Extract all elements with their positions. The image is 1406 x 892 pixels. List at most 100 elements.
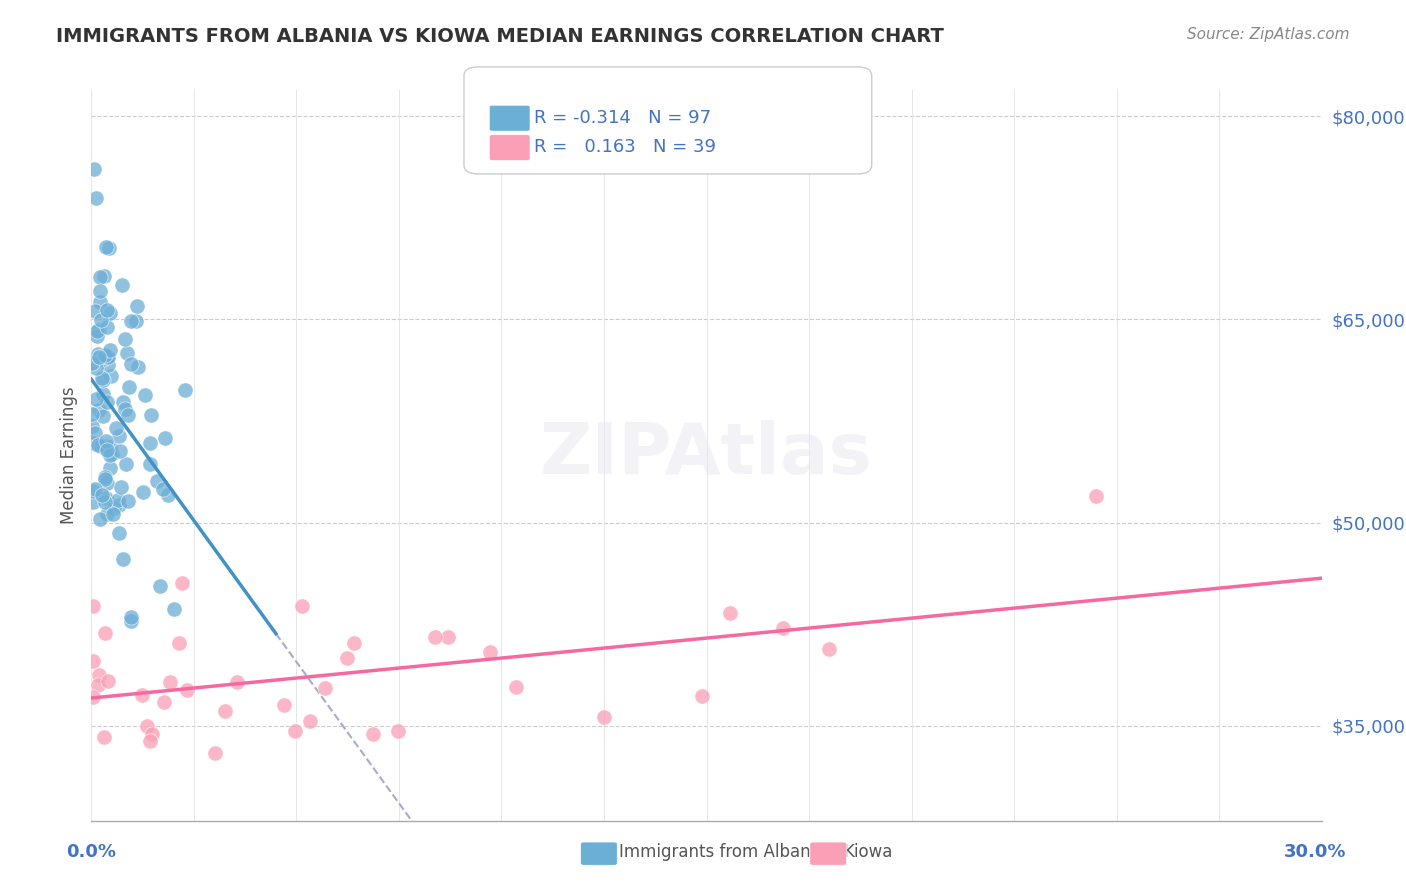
Point [387, 723, 409, 738]
Text: R = -0.314   N = 97: R = -0.314 N = 97 [534, 109, 711, 127]
Point [172, 576, 194, 591]
Point [153, 695, 176, 709]
Point [91, 371, 114, 385]
Point [117, 345, 139, 359]
Point [87, 678, 110, 692]
Point [163, 602, 186, 616]
Point [93, 730, 115, 744]
Point [120, 615, 142, 629]
Point [97, 350, 120, 364]
Point [93, 268, 115, 283]
Point [299, 714, 322, 729]
Point [114, 402, 136, 417]
Point [82, 484, 104, 499]
Point [82, 436, 104, 450]
Point [87, 347, 110, 361]
Point [94, 439, 117, 453]
Point [226, 675, 249, 690]
Point [176, 683, 198, 698]
Point [96, 350, 118, 364]
Point [89, 350, 111, 364]
Point [94, 434, 117, 449]
Point [291, 599, 314, 614]
Point [100, 441, 122, 455]
Point [136, 718, 159, 732]
Point [84, 190, 107, 204]
Point [96, 442, 118, 457]
Point [84, 360, 107, 375]
Point [117, 409, 139, 423]
Point [97, 241, 120, 255]
Text: Source: ZipAtlas.com: Source: ZipAtlas.com [1187, 27, 1350, 42]
Point [82, 356, 104, 370]
Point [437, 631, 460, 645]
Point [141, 727, 163, 741]
Point [273, 698, 295, 712]
Point [86, 324, 108, 338]
Point [361, 727, 384, 741]
Point [98, 448, 121, 462]
Point [1085, 489, 1108, 503]
Point [94, 626, 117, 640]
Point [89, 284, 111, 298]
Point [84, 304, 107, 318]
Point [96, 673, 118, 688]
Point [86, 329, 108, 343]
Point [114, 333, 136, 347]
Point [314, 681, 336, 695]
Y-axis label: Median Earnings: Median Earnings [59, 386, 77, 524]
Point [125, 314, 148, 328]
Text: 30.0%: 30.0% [1284, 843, 1346, 861]
Point [94, 469, 117, 483]
Point [174, 383, 197, 397]
Point [120, 314, 142, 328]
Point [105, 421, 128, 435]
Point [100, 368, 122, 383]
Point [87, 668, 110, 682]
Point [96, 240, 118, 254]
Point [111, 395, 134, 409]
Point [98, 343, 121, 358]
Point [90, 439, 112, 453]
Point [96, 475, 118, 490]
Point [690, 689, 713, 703]
Point [114, 457, 136, 471]
Point [138, 734, 160, 748]
Point [108, 443, 131, 458]
Point [423, 630, 446, 644]
Point [93, 495, 115, 509]
Point [96, 507, 118, 521]
Point [146, 474, 169, 488]
Point [111, 277, 134, 292]
Point [97, 358, 120, 372]
Point [479, 645, 502, 659]
Point [103, 508, 125, 522]
Point [107, 492, 129, 507]
Point [284, 724, 307, 739]
Point [153, 431, 176, 445]
Point [167, 636, 190, 650]
Point [101, 447, 124, 461]
Point [505, 680, 527, 694]
Point [592, 710, 614, 724]
Point [84, 425, 107, 440]
Text: ZIPAtlas: ZIPAtlas [540, 420, 873, 490]
Point [103, 501, 125, 516]
Point [89, 269, 111, 284]
Text: IMMIGRANTS FROM ALBANIA VS KIOWA MEDIAN EARNINGS CORRELATION CHART: IMMIGRANTS FROM ALBANIA VS KIOWA MEDIAN … [56, 27, 943, 45]
Text: R =   0.163   N = 39: R = 0.163 N = 39 [534, 138, 716, 156]
Point [82, 690, 104, 704]
Point [98, 306, 121, 320]
Text: Kiowa: Kiowa [844, 843, 893, 861]
Point [82, 495, 104, 509]
Point [139, 408, 162, 422]
Point [110, 480, 132, 494]
Point [89, 512, 111, 526]
Point [107, 428, 129, 442]
Point [156, 488, 179, 502]
Point [139, 435, 162, 450]
Point [336, 651, 359, 665]
Point [98, 461, 121, 475]
Point [204, 746, 226, 760]
Point [149, 578, 172, 592]
